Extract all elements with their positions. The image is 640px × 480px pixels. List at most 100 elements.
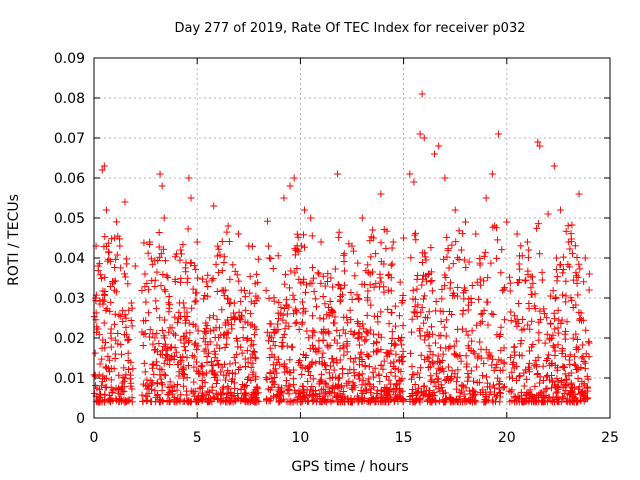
- data-point: [566, 390, 574, 398]
- data-point: [295, 326, 303, 334]
- data-point: [394, 366, 402, 374]
- data-point: [491, 384, 499, 392]
- data-point: [98, 355, 106, 363]
- data-point: [208, 276, 216, 284]
- y-tick-label: 0.05: [54, 211, 85, 227]
- data-point: [377, 398, 385, 406]
- data-point: [483, 397, 491, 405]
- data-point: [347, 289, 355, 296]
- data-point: [567, 238, 575, 246]
- data-point: [364, 287, 372, 295]
- data-point: [568, 221, 576, 229]
- data-point: [466, 397, 474, 405]
- data-point: [448, 367, 456, 375]
- data-point: [243, 336, 251, 344]
- data-point: [201, 292, 209, 300]
- data-point: [413, 285, 421, 293]
- data-point: [377, 362, 385, 370]
- data-point: [484, 321, 492, 329]
- data-point: [489, 311, 497, 319]
- data-point: [123, 260, 131, 268]
- data-point: [435, 142, 443, 150]
- data-point: [411, 295, 419, 303]
- data-point: [160, 359, 168, 367]
- data-point: [347, 355, 355, 363]
- data-point: [283, 310, 291, 318]
- data-point: [185, 338, 193, 346]
- data-point: [472, 230, 480, 238]
- data-point: [489, 381, 497, 389]
- data-point: [350, 369, 358, 377]
- data-point: [202, 329, 210, 337]
- data-point: [430, 360, 438, 368]
- data-point: [163, 272, 171, 280]
- data-point: [210, 394, 218, 402]
- data-point: [477, 345, 485, 353]
- data-point: [305, 397, 313, 405]
- data-point: [355, 361, 363, 369]
- data-point: [525, 300, 533, 308]
- data-point: [514, 392, 522, 400]
- data-point: [559, 253, 567, 261]
- data-point: [151, 276, 159, 284]
- data-point: [290, 174, 298, 182]
- data-point: [416, 130, 424, 138]
- data-point: [428, 287, 436, 295]
- data-point: [184, 225, 192, 233]
- data-point: [387, 340, 395, 348]
- data-point: [340, 251, 348, 259]
- data-point: [517, 242, 525, 250]
- data-point: [459, 230, 467, 238]
- data-point: [209, 393, 217, 401]
- data-point: [154, 257, 162, 265]
- data-point: [374, 312, 382, 320]
- data-point: [501, 383, 509, 391]
- data-point: [209, 275, 217, 283]
- data-point: [396, 278, 404, 286]
- data-point: [393, 381, 401, 389]
- data-point: [529, 279, 537, 287]
- data-point: [408, 371, 416, 379]
- data-point: [99, 287, 107, 295]
- data-point: [200, 371, 208, 379]
- data-point: [360, 387, 368, 395]
- data-point: [551, 294, 559, 302]
- data-point: [180, 304, 188, 312]
- data-point: [222, 376, 230, 384]
- data-point: [166, 301, 174, 309]
- data-point: [444, 245, 452, 253]
- data-point: [202, 345, 210, 353]
- data-point: [552, 266, 560, 274]
- data-point: [218, 286, 226, 294]
- data-point: [115, 398, 123, 406]
- data-point: [423, 328, 431, 336]
- data-point: [241, 362, 249, 370]
- data-point: [387, 261, 395, 269]
- data-point: [149, 364, 157, 372]
- data-point: [334, 280, 342, 288]
- data-point: [154, 391, 162, 399]
- data-point: [427, 278, 435, 286]
- data-point: [366, 380, 374, 388]
- data-point: [556, 261, 564, 269]
- data-point: [358, 214, 366, 222]
- data-point: [499, 383, 507, 391]
- data-point: [198, 275, 206, 283]
- data-point: [304, 377, 312, 385]
- data-point: [165, 328, 173, 336]
- data-point: [395, 312, 403, 320]
- data-point: [465, 373, 473, 381]
- data-point: [545, 393, 553, 401]
- data-point: [111, 263, 119, 271]
- data-point: [96, 271, 104, 279]
- data-point: [180, 374, 188, 382]
- data-point: [116, 242, 124, 250]
- data-point: [407, 375, 415, 383]
- data-point: [325, 304, 333, 312]
- data-point: [287, 398, 295, 406]
- data-point: [124, 349, 132, 357]
- data-point: [142, 382, 150, 390]
- data-point: [549, 331, 557, 339]
- data-point: [275, 298, 283, 306]
- data-point: [280, 330, 288, 338]
